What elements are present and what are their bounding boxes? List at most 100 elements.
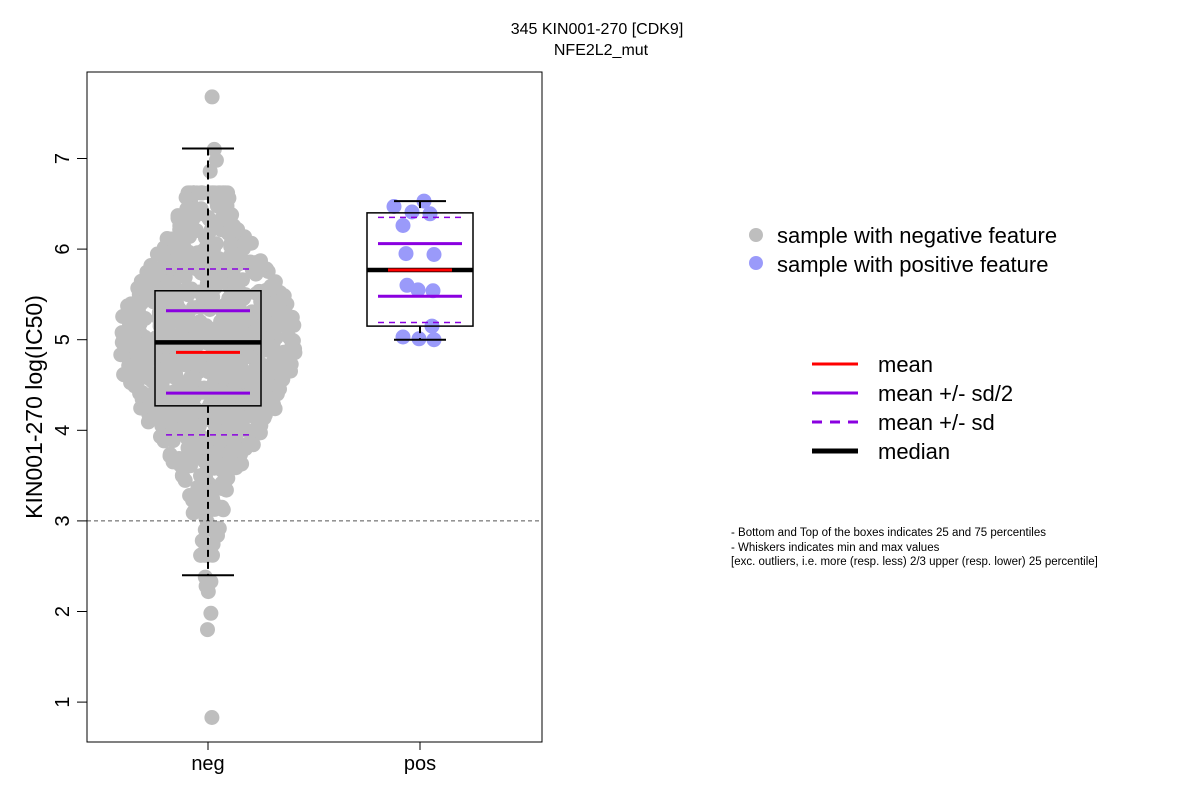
neg-sample-point — [230, 280, 246, 296]
pos-sample-point — [395, 218, 411, 233]
neg-sample-point — [216, 196, 232, 212]
neg-sample-point — [205, 218, 221, 234]
neg-sample-point — [258, 300, 274, 315]
chart-subtitle: NFE2L2_mut — [554, 42, 649, 59]
y-tick-label: 7 — [52, 153, 74, 164]
pos-sample-point — [404, 204, 420, 220]
neg-sample-point — [195, 185, 210, 201]
neg-sample-point — [232, 408, 248, 424]
neg-sample-point — [256, 342, 272, 358]
neg-sample-point — [172, 348, 188, 363]
note-line-3: [exc. outliers, i.e. more (resp. less) 2… — [731, 556, 1098, 568]
legend-sd-label: mean +/- sd — [878, 410, 995, 435]
legend-neg-marker — [749, 228, 763, 242]
notes: - Bottom and Top of the boxes indicates … — [731, 527, 1098, 568]
axes-layer: 1 2 3 4 5 6 7 — [52, 71, 543, 750]
neg-sample-point — [227, 431, 243, 447]
x-tick-label-neg: neg — [191, 753, 224, 775]
neg-sample-point — [145, 272, 161, 288]
stats-layer — [87, 147, 542, 577]
neg-sample-point — [139, 353, 155, 369]
neg-sample-point — [208, 152, 224, 168]
neg-sample-point — [244, 262, 260, 277]
neg-sample-point — [146, 402, 162, 418]
neg-sample-point — [218, 354, 234, 370]
neg-sample-point — [190, 257, 206, 273]
neg-sample-point — [202, 163, 218, 179]
neg-sample-point — [267, 274, 283, 290]
legend-median-label: median — [878, 439, 950, 464]
neg-sample-point — [245, 437, 261, 453]
neg-sample-point — [283, 363, 298, 379]
neg-sample-point — [260, 328, 276, 344]
x-tick-label-pos: pos — [404, 753, 436, 775]
pos-sample-point — [395, 329, 411, 345]
legend: sample with negative feature sample with… — [749, 223, 1057, 464]
chart-title: 345 KIN001-270 [CDK9] — [511, 21, 684, 38]
neg-sample-point — [276, 288, 292, 304]
neg-sample-point — [171, 301, 187, 317]
neg-sample-point — [244, 423, 259, 439]
box-pos — [366, 200, 474, 341]
neg-sample-point — [214, 372, 230, 388]
box-neg — [154, 147, 262, 577]
neg-sample-point — [163, 259, 179, 274]
neg-sample-point — [178, 190, 194, 205]
pos-sample-point — [386, 199, 402, 214]
pos-sample-point — [426, 247, 442, 262]
y-tick-label: 6 — [52, 244, 74, 255]
neg-sample-point — [165, 454, 181, 470]
neg-sample-point — [258, 283, 274, 298]
y-tick-label: 2 — [52, 606, 74, 617]
pos-sample-point — [422, 206, 438, 222]
pos-sample-point — [425, 283, 441, 299]
neg-sample-point — [191, 418, 207, 434]
note-line-1: - Bottom and Top of the boxes indicates … — [731, 527, 1046, 539]
neg-sample-point — [213, 383, 229, 399]
box-iqr — [154, 290, 262, 407]
neg-sample-point — [272, 381, 287, 397]
legend-neg-label: sample with negative feature — [777, 223, 1057, 248]
neg-sample-point — [182, 488, 198, 503]
neg-sample-point — [223, 236, 239, 252]
points-layer — [113, 89, 442, 725]
neg-sample-point — [177, 269, 193, 285]
legend-mean-label: mean — [878, 352, 933, 377]
neg-sample-point — [205, 481, 221, 497]
neg-sample-point — [205, 494, 221, 510]
neg-sample-point — [198, 578, 214, 594]
neg-sample-point — [158, 406, 174, 422]
neg-sample-point — [204, 89, 220, 105]
neg-sample-point — [181, 403, 197, 419]
neg-sample-point — [222, 255, 238, 271]
neg-sample-point — [137, 311, 153, 326]
y-tick-label: 5 — [52, 334, 74, 345]
neg-sample-point — [198, 318, 214, 334]
neg-sample-point — [175, 285, 191, 300]
neg-sample-point — [245, 328, 261, 344]
neg-sample-point — [281, 312, 297, 328]
neg-sample-point — [203, 605, 219, 621]
note-line-2: - Whiskers indicates min and max values — [731, 542, 940, 554]
neg-sample-point — [126, 327, 142, 343]
neg-sample-point — [120, 366, 136, 382]
neg-sample-point — [205, 295, 220, 310]
legend-pos-label: sample with positive feature — [777, 252, 1048, 277]
neg-sample-point — [284, 333, 300, 349]
pos-sample-point — [410, 282, 426, 298]
neg-sample-point — [237, 369, 253, 385]
neg-sample-point — [181, 223, 197, 239]
neg-sample-point — [280, 348, 296, 364]
neg-sample-point — [153, 296, 168, 311]
neg-sample-point — [208, 236, 224, 252]
pos-sample-point — [398, 246, 414, 262]
y-tick-label: 3 — [52, 515, 74, 526]
neg-sample-point — [222, 323, 238, 339]
neg-sample-point — [256, 400, 272, 416]
neg-sample-point — [197, 522, 213, 538]
neg-sample-point — [157, 280, 173, 296]
y-tick-label: 1 — [52, 697, 74, 708]
neg-sample-point — [115, 309, 131, 324]
legend-pos-marker — [749, 256, 763, 270]
